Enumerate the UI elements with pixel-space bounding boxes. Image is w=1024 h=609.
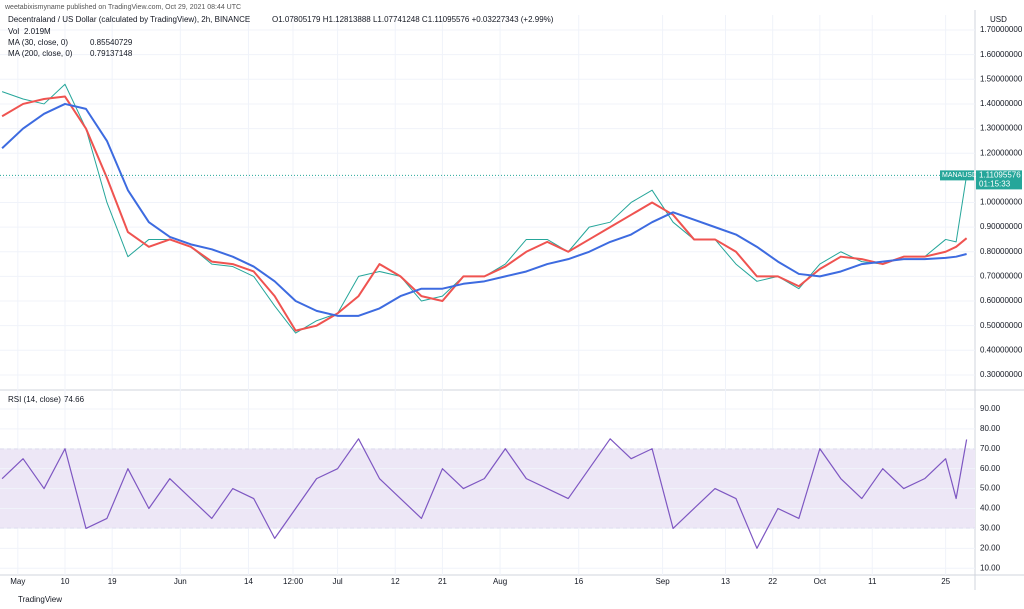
volume-value: 2.019M (24, 27, 51, 36)
axis-unit: USD (990, 15, 1007, 24)
rsi-line (1, 438, 968, 549)
y-tick-label: 1.70000000 (980, 25, 1023, 34)
x-tick-label: 14 (244, 577, 253, 586)
y-tick-label: 1.40000000 (980, 99, 1023, 108)
last-price: 1.11095576 (979, 170, 1021, 179)
y-tick-label: 0.50000000 (980, 321, 1023, 330)
x-tick-label: 12 (391, 577, 400, 586)
price-line (1, 83, 968, 334)
y-tick-label: 0.60000000 (980, 296, 1023, 305)
y-tick-label: 0.40000000 (980, 345, 1023, 354)
y-tick-label: 0.70000000 (980, 272, 1023, 281)
y-tick-label: 30.00 (980, 524, 1001, 533)
rsi-title: RSI (14, close) (8, 395, 61, 404)
volume-label: Vol (8, 27, 19, 36)
y-tick-label: 20.00 (980, 543, 1001, 552)
y-tick-label: 0.80000000 (980, 247, 1023, 256)
y-tick-label: 1.30000000 (980, 124, 1023, 133)
y-tick-label: 1.60000000 (980, 50, 1023, 59)
rsi-value: 74.66 (64, 395, 85, 404)
y-tick-label: 1.50000000 (980, 74, 1023, 83)
y-tick-label: 0.30000000 (980, 370, 1023, 379)
y-tick-label: 90.00 (980, 404, 1001, 413)
x-tick-label: Jul (332, 577, 342, 586)
y-tick-label: 60.00 (980, 464, 1001, 473)
ma-line (1, 95, 968, 332)
y-tick-label: 50.00 (980, 484, 1001, 493)
ohlc: O1.07805179 H1.12813888 L1.07741248 C1.1… (272, 15, 554, 24)
x-tick-label: 19 (108, 577, 117, 586)
publisher: weetabixismyname published on TradingVie… (4, 4, 241, 11)
ma-line (1, 102, 967, 317)
chart-title: Decentraland / US Dollar (calculated by … (8, 15, 250, 24)
x-tick-label: 13 (721, 577, 730, 586)
x-tick-label: Aug (493, 577, 507, 586)
symbol: MANAUSD (942, 172, 977, 179)
y-tick-label: 1.20000000 (980, 148, 1023, 157)
x-tick-label: 11 (868, 577, 877, 586)
legend-value: 0.85540729 (90, 38, 133, 47)
x-tick-label: 12:00 (283, 577, 304, 586)
y-tick-label: 80.00 (980, 424, 1001, 433)
x-tick-label: Sep (655, 577, 670, 586)
x-tick-label: Jun (174, 577, 187, 586)
y-tick-label: 40.00 (980, 504, 1001, 513)
legend-value: 0.79137148 (90, 49, 133, 58)
countdown: 01:15:33 (979, 179, 1011, 188)
price-box (976, 170, 1022, 190)
x-tick-label: 21 (438, 577, 447, 586)
y-tick-label: 0.90000000 (980, 222, 1023, 231)
legend-name: MA (200, close, 0) (8, 49, 73, 58)
x-tick-label: 10 (61, 577, 70, 586)
x-tick-label: May (10, 577, 25, 586)
symbol-box (940, 170, 974, 181)
x-tick-label: Oct (814, 577, 827, 586)
x-tick-label: 25 (941, 577, 950, 586)
y-tick-label: 1.00000000 (980, 198, 1023, 207)
x-tick-label: 22 (768, 577, 777, 586)
legend-name: MA (30, close, 0) (8, 38, 68, 47)
y-tick-label: 10.00 (980, 563, 1001, 572)
x-tick-label: 16 (574, 577, 583, 586)
y-tick-label: 70.00 (980, 444, 1001, 453)
footer-logo: TradingView (18, 595, 62, 604)
